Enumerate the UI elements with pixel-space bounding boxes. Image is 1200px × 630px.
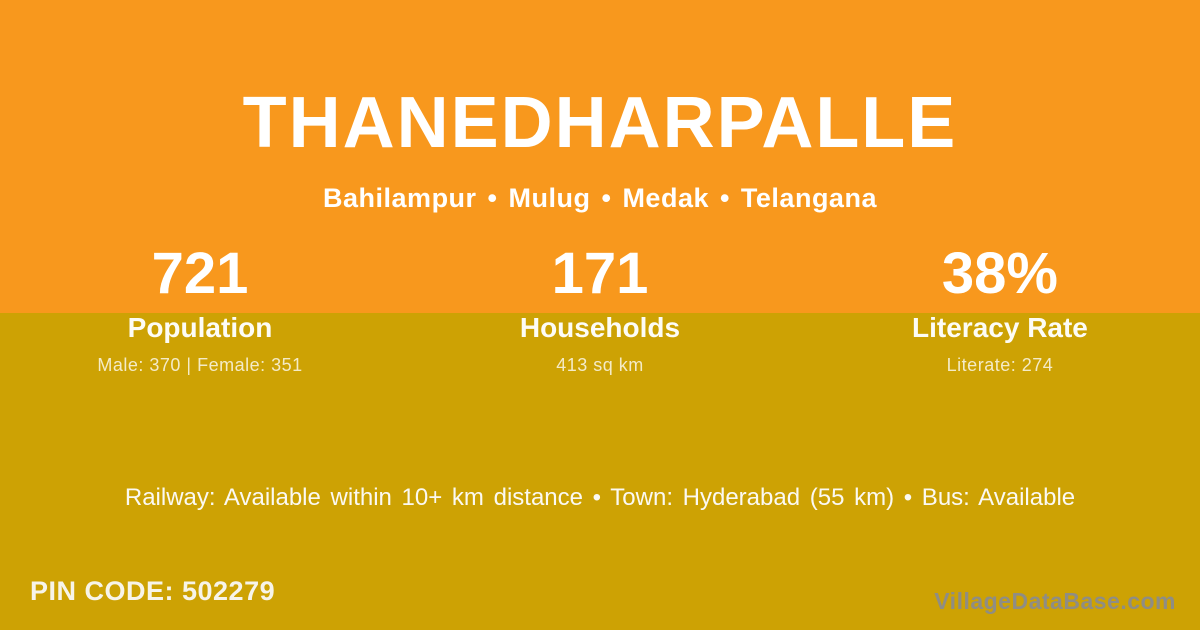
stat-label: Literacy Rate	[912, 312, 1088, 343]
stat-detail: Male: 370 | Female: 351	[97, 355, 303, 375]
stats-row: 721 Population Male: 370 | Female: 351 1…	[0, 240, 1200, 376]
stat-label: Population	[127, 312, 273, 343]
stat-label: Households	[519, 312, 681, 343]
stat-value: 171	[551, 241, 649, 306]
breadcrumb: Bahilampur • Mulug • Medak • Telangana	[323, 182, 877, 213]
stat-detail: 413 sq km	[556, 355, 644, 375]
stat-literacy-rate: 38% Literacy Rate Literate: 274	[800, 240, 1200, 376]
stat-value: 38%	[941, 241, 1058, 306]
page-title: THANEDHARPALLE	[242, 83, 958, 163]
stat-population: 721 Population Male: 370 | Female: 351	[0, 240, 400, 376]
bottom-gold-band	[0, 313, 1200, 630]
pin-code: PIN CODE: 502279	[30, 576, 276, 606]
header: THANEDHARPALLE Bahilampur • Mulug • Meda…	[0, 83, 1200, 214]
stat-households: 171 Households 413 sq km	[400, 240, 800, 376]
transport-info-line: Railway: Available within 10+ km distanc…	[124, 484, 1076, 511]
stat-value: 721	[151, 241, 249, 306]
watermark: VillageDataBase.com	[934, 588, 1176, 614]
stat-detail: Literate: 274	[946, 355, 1054, 375]
top-orange-band	[0, 0, 1200, 313]
